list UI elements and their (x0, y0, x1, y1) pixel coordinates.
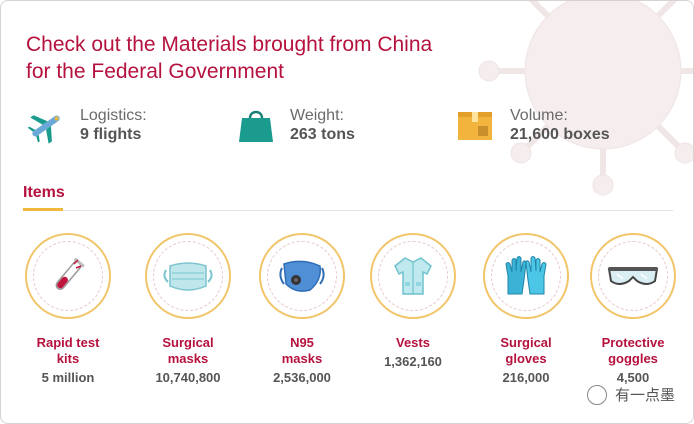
item-quantity: 5 million (41, 370, 95, 385)
goggles-icon (607, 267, 659, 285)
stat-volume: Volume: 21,600 boxes (456, 106, 610, 146)
item-name: Surgical (162, 335, 214, 350)
item-surgical-masks: Surgical masks 10,740,800 (133, 233, 243, 386)
test-tube-icon (55, 257, 85, 290)
items-heading: Items (23, 184, 65, 201)
items-underline (23, 208, 63, 211)
item-quantity: 216,000 (502, 370, 550, 385)
watermark: 有一点墨 (586, 384, 675, 405)
item-vests: Vests 1,362,160 (358, 233, 468, 370)
item-name-2: kits (56, 351, 80, 366)
item-name: Surgical (500, 335, 552, 350)
item-protective-goggles: Protective goggles 4,500 (578, 233, 688, 386)
items-divider (23, 210, 673, 211)
item-rapid-test-kits: Rapid test kits 5 million (13, 233, 123, 386)
title-line-1: Check out the Materials brought from Chi… (26, 33, 433, 56)
n95-mask-icon (279, 260, 325, 292)
airplane-icon (27, 115, 60, 144)
item-name: Vests (396, 335, 430, 350)
title-line-2: for the Federal Government (26, 60, 284, 83)
shopping-bag-icon (239, 110, 273, 142)
item-surgical-gloves: Surgical gloves 216,000 (471, 233, 581, 386)
item-quantity: 10,740,800 (155, 370, 221, 385)
item-quantity: 2,536,000 (273, 370, 331, 385)
surgical-mask-icon (163, 262, 213, 291)
item-quantity: 4,500 (616, 370, 650, 385)
gloves-icon (505, 256, 547, 295)
stat-value: 21,600 boxes (510, 126, 610, 143)
item-name-2: masks (281, 351, 323, 366)
item-name-2: gloves (505, 351, 547, 366)
stat-weight: Weight: 263 tons (236, 106, 355, 146)
item-n95-masks: N95 masks 2,536,000 (247, 233, 357, 386)
stat-label: Weight: (290, 107, 344, 124)
wechat-logo-icon (586, 384, 607, 405)
stat-value: 263 tons (290, 126, 355, 143)
item-name-2: masks (167, 351, 209, 366)
stat-value: 9 flights (80, 126, 142, 143)
stat-label: Logistics: (80, 107, 147, 124)
item-name: Protective (601, 335, 665, 350)
virus-illustration (478, 1, 693, 196)
vest-icon (394, 257, 432, 295)
stat-logistics: Logistics: 9 flights (26, 106, 147, 146)
boxes-icon (458, 112, 492, 140)
item-name: Rapid test (36, 335, 100, 350)
watermark-text: 有一点墨 (614, 387, 675, 404)
item-quantity: 1,362,160 (384, 354, 442, 369)
item-name: N95 (290, 335, 314, 350)
stat-label: Volume: (510, 107, 568, 124)
page-title: Check out the Materials brought from Chi… (26, 31, 546, 85)
item-name-2: goggles (608, 351, 658, 366)
